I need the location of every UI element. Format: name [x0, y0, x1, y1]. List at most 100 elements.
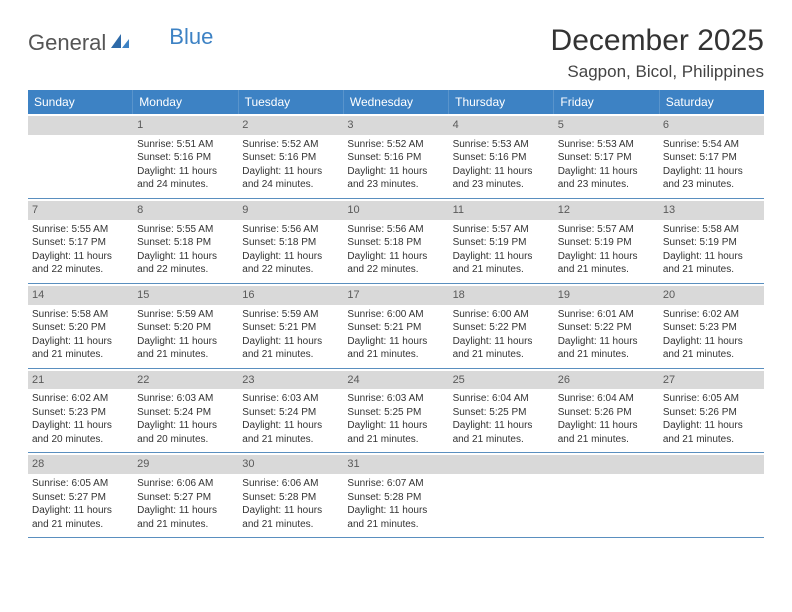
sunrise-text: Sunrise: 5:57 AM: [453, 223, 550, 237]
day-cell: 11Sunrise: 5:57 AMSunset: 5:19 PMDayligh…: [449, 199, 554, 283]
daylight-text: Daylight: 11 hours and 21 minutes.: [663, 335, 760, 362]
daylight-text: Daylight: 11 hours and 20 minutes.: [32, 419, 129, 446]
day-number: 20: [659, 286, 764, 305]
sunset-text: Sunset: 5:28 PM: [242, 491, 339, 505]
day-cell: 20 Sunrise: 6:02 AMSunset: 5:23 PMDayligh…: [659, 284, 764, 368]
sunset-text: Sunset: 5:20 PM: [137, 321, 234, 335]
sunrise-text: Sunrise: 6:06 AM: [137, 477, 234, 491]
daylight-text: Daylight: 11 hours and 22 minutes.: [32, 250, 129, 277]
day-number: 9: [238, 201, 343, 220]
day-number: [659, 455, 764, 474]
sunset-text: Sunset: 5:22 PM: [453, 321, 550, 335]
sunrise-text: Sunrise: 6:02 AM: [663, 308, 760, 322]
sunrise-text: Sunrise: 6:04 AM: [558, 392, 655, 406]
month-title: December 2025: [551, 24, 764, 58]
daylight-text: Daylight: 11 hours and 22 minutes.: [242, 250, 339, 277]
daylight-text: Daylight: 11 hours and 21 minutes.: [663, 250, 760, 277]
sunset-text: Sunset: 5:17 PM: [558, 151, 655, 165]
daylight-text: Daylight: 11 hours and 23 minutes.: [663, 165, 760, 192]
location: Sagpon, Bicol, Philippines: [551, 62, 764, 82]
day-cell: 30Sunrise: 6:06 AMSunset: 5:28 PMDayligh…: [238, 453, 343, 537]
logo: General Blue: [28, 24, 213, 56]
day-number: 8: [133, 201, 238, 220]
day-cell: 23Sunrise: 6:03 AMSunset: 5:24 PMDayligh…: [238, 369, 343, 453]
page-header: General Blue December 2025 Sagpon, Bicol…: [28, 24, 764, 82]
daylight-text: Daylight: 11 hours and 21 minutes.: [453, 335, 550, 362]
daylight-text: Daylight: 11 hours and 20 minutes.: [137, 419, 234, 446]
day-cell: 3 Sunrise: 5:52 AMSunset: 5:16 PMDaylight…: [343, 114, 448, 198]
logo-text-1: General: [28, 30, 106, 56]
sunset-text: Sunset: 5:27 PM: [32, 491, 129, 505]
sunset-text: Sunset: 5:18 PM: [137, 236, 234, 250]
sunrise-text: Sunrise: 6:05 AM: [663, 392, 760, 406]
day-cell: 26Sunrise: 6:04 AMSunset: 5:26 PMDayligh…: [554, 369, 659, 453]
day-cell: [28, 114, 133, 198]
day-number: 23: [238, 371, 343, 390]
day-number: 12: [554, 201, 659, 220]
daylight-text: Daylight: 11 hours and 21 minutes.: [558, 419, 655, 446]
day-cell: 5Sunrise: 5:53 AMSunset: 5:17 PMDaylight…: [554, 114, 659, 198]
sunset-text: Sunset: 5:18 PM: [347, 236, 444, 250]
day-number: 5: [554, 116, 659, 135]
sunrise-text: Sunrise: 5:51 AM: [137, 138, 234, 152]
day-number: 10: [343, 201, 448, 220]
day-cell: 2Sunrise: 5:52 AMSunset: 5:16 PMDaylight…: [238, 114, 343, 198]
daylight-text: Daylight: 11 hours and 21 minutes.: [137, 504, 234, 531]
sunset-text: Sunset: 5:19 PM: [453, 236, 550, 250]
day-cell: [449, 453, 554, 537]
day-cell: 31Sunrise: 6:07 AMSunset: 5:28 PMDayligh…: [343, 453, 448, 537]
sunset-text: Sunset: 5:22 PM: [558, 321, 655, 335]
day-number: 13: [659, 201, 764, 220]
sunset-text: Sunset: 5:19 PM: [558, 236, 655, 250]
day-cell: 16Sunrise: 5:59 AMSunset: 5:21 PMDayligh…: [238, 284, 343, 368]
day-number: 15: [133, 286, 238, 305]
sunrise-text: Sunrise: 6:06 AM: [242, 477, 339, 491]
day-number: [449, 455, 554, 474]
weeks-container: 1Sunrise: 5:51 AMSunset: 5:16 PMDaylight…: [28, 114, 764, 538]
day-cell: 10Sunrise: 5:56 AMSunset: 5:18 PMDayligh…: [343, 199, 448, 283]
day-number: 26: [554, 371, 659, 390]
day-number: 14: [28, 286, 133, 305]
daylight-text: Daylight: 11 hours and 23 minutes.: [453, 165, 550, 192]
day-number: 3: [343, 116, 448, 135]
sunrise-text: Sunrise: 5:57 AM: [558, 223, 655, 237]
week-row: 28Sunrise: 6:05 AMSunset: 5:27 PMDayligh…: [28, 453, 764, 538]
day-cell: 7Sunrise: 5:55 AMSunset: 5:17 PMDaylight…: [28, 199, 133, 283]
day-number: 28: [28, 455, 133, 474]
day-number: [554, 455, 659, 474]
daylight-text: Daylight: 11 hours and 21 minutes.: [558, 250, 655, 277]
logo-text-2: Blue: [169, 24, 213, 50]
daylight-text: Daylight: 11 hours and 21 minutes.: [242, 504, 339, 531]
calendar-grid: SundayMondayTuesdayWednesdayThursdayFrid…: [28, 90, 764, 538]
day-cell: 9Sunrise: 5:56 AMSunset: 5:18 PMDaylight…: [238, 199, 343, 283]
day-cell: 6Sunrise: 5:54 AMSunset: 5:17 PMDaylight…: [659, 114, 764, 198]
day-number: 27: [659, 371, 764, 390]
sunset-text: Sunset: 5:16 PM: [347, 151, 444, 165]
day-cell: 28 Sunrise: 6:05 AMSunset: 5:27 PMDayligh…: [28, 453, 133, 537]
sunset-text: Sunset: 5:27 PM: [137, 491, 234, 505]
week-row: 21Sunrise: 6:02 AMSunset: 5:23 PMDayligh…: [28, 369, 764, 454]
logo-sail-icon: [109, 30, 131, 56]
day-cell: 21Sunrise: 6:02 AMSunset: 5:23 PMDayligh…: [28, 369, 133, 453]
sunrise-text: Sunrise: 5:56 AM: [242, 223, 339, 237]
sunset-text: Sunset: 5:24 PM: [137, 406, 234, 420]
sunrise-text: Sunrise: 5:55 AM: [137, 223, 234, 237]
sunrise-text: Sunrise: 6:05 AM: [32, 477, 129, 491]
daylight-text: Daylight: 11 hours and 21 minutes.: [242, 419, 339, 446]
dow-header-cell: Saturday: [660, 90, 764, 114]
sunset-text: Sunset: 5:25 PM: [453, 406, 550, 420]
daylight-text: Daylight: 11 hours and 24 minutes.: [242, 165, 339, 192]
day-cell: [554, 453, 659, 537]
daylight-text: Daylight: 11 hours and 21 minutes.: [32, 504, 129, 531]
day-cell: 14Sunrise: 5:58 AMSunset: 5:20 PMDayligh…: [28, 284, 133, 368]
sunset-text: Sunset: 5:23 PM: [663, 321, 760, 335]
sunrise-text: Sunrise: 6:00 AM: [347, 308, 444, 322]
daylight-text: Daylight: 11 hours and 23 minutes.: [347, 165, 444, 192]
sunrise-text: Sunrise: 5:58 AM: [663, 223, 760, 237]
dow-header-cell: Friday: [554, 90, 659, 114]
sunrise-text: Sunrise: 5:52 AM: [347, 138, 444, 152]
day-number: 17: [343, 286, 448, 305]
day-number: 1: [133, 116, 238, 135]
day-cell: [659, 453, 764, 537]
day-number: 19: [554, 286, 659, 305]
